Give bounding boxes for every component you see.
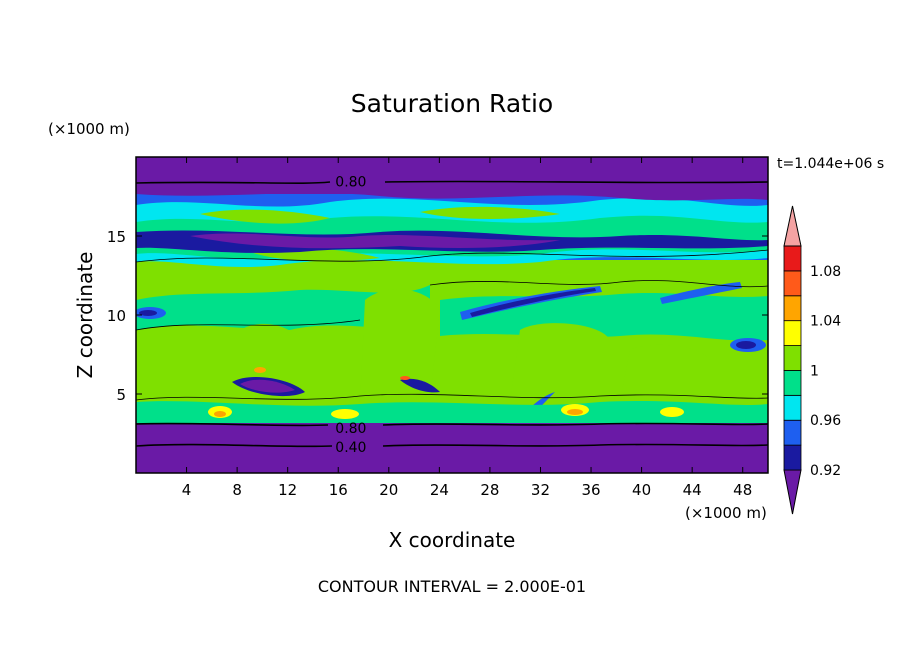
contour-label: 0.80 [335,421,366,437]
x-tick-label: 20 [379,481,398,499]
x-tick-label: 48 [733,481,752,499]
lime-plume-far-right [620,344,710,400]
colorbar-swatch [783,370,802,396]
plot-area: 0.80 0.80 0.40 [136,157,768,473]
mid-green-region [136,285,430,330]
contour-label-group: 0.80 0.80 0.40 [335,175,366,456]
y-axis: 5 10 15 [107,228,768,404]
contour-0.40-lower [136,443,768,448]
upper-purple-wisp [136,193,768,201]
chart-title: Saturation Ratio [351,89,553,118]
y-tick-label: 10 [107,307,126,325]
x-tick-label: 8 [232,481,242,499]
colorbar-swatch [783,444,802,471]
mid-green-region-right [440,293,768,341]
contour-line-thin [136,249,768,401]
colorbar-swatch [783,270,802,297]
x-units-label: (×1000 m) [685,504,767,522]
left-edge-dark-patch [139,310,157,316]
colorbar-swatch [783,345,802,371]
y-tick-label: 15 [107,228,126,246]
x-tick-label: 16 [329,481,348,499]
y-axis-label: Z coordinate [73,252,97,379]
mid-blue-streak-right [660,282,742,304]
right-edge-dark-patch [736,341,756,349]
y-tick-label: 5 [116,386,126,404]
colorbar-low-triangle [783,469,802,515]
x-tick-label: 32 [531,481,550,499]
x-axis: 4 8 12 16 20 24 28 32 36 40 44 48 [182,157,752,499]
contour-0.80-upper [136,180,768,184]
contour-label: 0.40 [335,440,366,456]
contour-label: 0.80 [335,175,366,191]
colorbar-tick-label: 1 [810,363,819,379]
colorbar-swatch [783,245,802,272]
lime-plume-right [510,323,610,400]
y-units-label: (×1000 m) [48,120,130,138]
colorbar-high-triangle [783,205,802,247]
colorbar-tick-label: 0.96 [810,413,841,429]
low-moist-layer [136,401,768,423]
time-label: t=1.044e+06 s [777,156,884,172]
colorbar-tick-label: 1.08 [810,264,841,280]
low-cloud-base-highlights [208,367,684,419]
x-tick-label: 36 [581,481,600,499]
contour-0.80-lower [136,422,768,427]
x-tick-label: 40 [632,481,651,499]
x-axis-label: X coordinate [389,528,516,552]
colorbar: 0.92 0.96 1 1.04 1.08 [783,205,841,515]
lime-plume-center [360,289,440,400]
upper-lime-patch [200,206,560,262]
upper-purple-band [190,233,560,249]
low-dark-cloud-center [400,378,440,393]
upper-dry-layer [136,157,768,194]
x-tick-label: 28 [480,481,499,499]
x-tick-label: 24 [430,481,449,499]
contour-interval-label: CONTOUR INTERVAL = 2.000E-01 [318,577,586,596]
x-tick-label: 12 [278,481,297,499]
x-tick-label: 4 [182,481,192,499]
mid-dark-streak [470,288,596,317]
lower-dry-layer [136,423,768,473]
colorbar-swatch [783,295,802,322]
colorbar-swatch [783,320,802,346]
colorbar-tick-label: 1.04 [810,314,841,330]
low-purple-cloud-left [240,379,295,393]
colorbar-swatch [783,419,802,446]
colorbar-swatch [783,394,802,421]
x-tick-label: 44 [683,481,702,499]
colorbar-tick-label: 0.92 [810,463,841,479]
